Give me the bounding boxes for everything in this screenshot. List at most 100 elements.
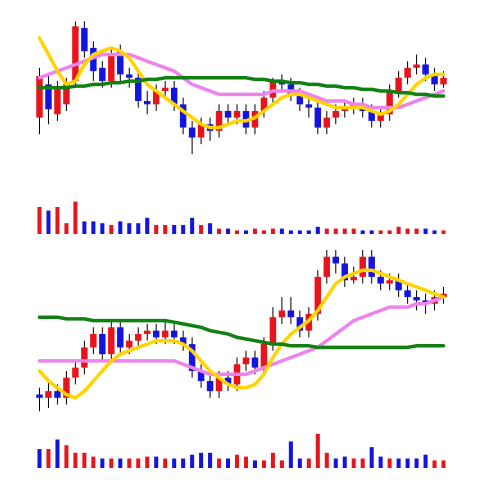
volume-bar-up (333, 228, 338, 234)
candle-down (126, 74, 133, 78)
candle-down (395, 280, 402, 291)
volume-bar-up (145, 456, 150, 468)
candle-up (135, 334, 142, 341)
volume-bar-down (243, 230, 249, 234)
volume-bar-up (432, 460, 437, 468)
volume-bar-down (360, 230, 365, 234)
candle-down (143, 101, 151, 105)
candle-down (117, 327, 124, 348)
volume-bar-up (270, 228, 275, 234)
candle-up (63, 377, 70, 398)
candle-up (161, 330, 169, 338)
volume-bar-down (432, 230, 437, 234)
candle-up (81, 347, 88, 368)
candle-down (99, 67, 106, 82)
volume-bar-up (414, 228, 419, 234)
volume-bar-up (91, 456, 96, 468)
candle-down (431, 74, 438, 85)
candle-up (215, 377, 223, 392)
volume-bar-up (82, 452, 87, 468)
candle-down (287, 310, 295, 318)
volume-bar-down (145, 217, 150, 234)
volume-bar-up (387, 230, 392, 234)
candle-up (278, 310, 286, 318)
volume-bar-up (127, 458, 132, 468)
candle-down (170, 330, 178, 338)
candle-down (170, 87, 178, 105)
candle-up (54, 87, 61, 115)
volume-bar-down (181, 458, 186, 468)
volume-bar-down (208, 452, 213, 468)
volume-bar-down (172, 458, 177, 468)
volume-bar-up (351, 458, 356, 468)
volume-bar-up (270, 452, 275, 468)
volume-bar-down (423, 454, 428, 468)
volume-bar-up (234, 454, 240, 468)
volume-bar-up (199, 225, 204, 234)
volume-bar-up (243, 456, 249, 468)
candle-up (215, 110, 223, 131)
volume-bar-up (217, 458, 222, 468)
volume-bar-down (172, 225, 177, 234)
candle-up (45, 391, 52, 398)
candle-down (179, 104, 187, 128)
volume-bar-down (136, 223, 141, 234)
volume-bar-down (378, 456, 383, 468)
candle-down (206, 381, 214, 392)
candle-down (45, 84, 52, 110)
candle-down (296, 317, 304, 331)
candle-down (188, 127, 196, 138)
volume-bar-up (109, 225, 114, 234)
volume-bar-down (423, 228, 428, 234)
candle-up (126, 340, 133, 348)
volume-bar-down (91, 221, 96, 234)
candle-down (36, 394, 43, 398)
volume-bar-up (217, 228, 222, 234)
candle-up (269, 317, 277, 345)
candle-up (404, 67, 411, 78)
candle-up (233, 110, 241, 118)
volume-bar-down (369, 447, 374, 468)
candle-up (260, 97, 268, 111)
moving-average-mid-line (37, 295, 446, 377)
volume-bar-down (208, 223, 213, 234)
volume-bar-up (64, 445, 69, 468)
candle-down (332, 256, 340, 264)
volume-bar-up (279, 460, 284, 468)
volume-bar-up (163, 458, 168, 468)
candle-down (99, 334, 106, 355)
volume-bar-down (226, 458, 231, 468)
candle-down (251, 357, 259, 368)
candle-up (440, 77, 447, 85)
volume-bar-up (55, 207, 60, 234)
candle-down (224, 110, 232, 118)
candle-up (72, 367, 79, 378)
candle-down (135, 77, 142, 101)
volume-bar-down (405, 458, 410, 468)
candle-down (413, 297, 420, 301)
candle-up (90, 334, 97, 348)
volume-bar-down (288, 441, 293, 468)
candle-up (413, 64, 420, 68)
moving-average-short-line (37, 36, 446, 130)
volume-bar-up (441, 460, 446, 468)
volume-bar-down (190, 454, 195, 468)
volume-bar-up (136, 458, 141, 468)
candle-up (260, 344, 268, 368)
volume-bar-up (351, 228, 356, 234)
candle-down (197, 370, 205, 382)
candle-up (161, 87, 169, 92)
volume-bar-down (118, 458, 123, 468)
candle-up (323, 117, 331, 128)
volume-bar-up (46, 449, 51, 468)
candle-down (81, 27, 88, 52)
candle-down (368, 110, 375, 121)
candle-down (152, 330, 160, 338)
candle-up (143, 330, 151, 334)
candle-up (359, 256, 366, 277)
volume-bar-down (306, 230, 311, 234)
volume-bar-down (297, 230, 302, 234)
candle-up (377, 114, 384, 121)
